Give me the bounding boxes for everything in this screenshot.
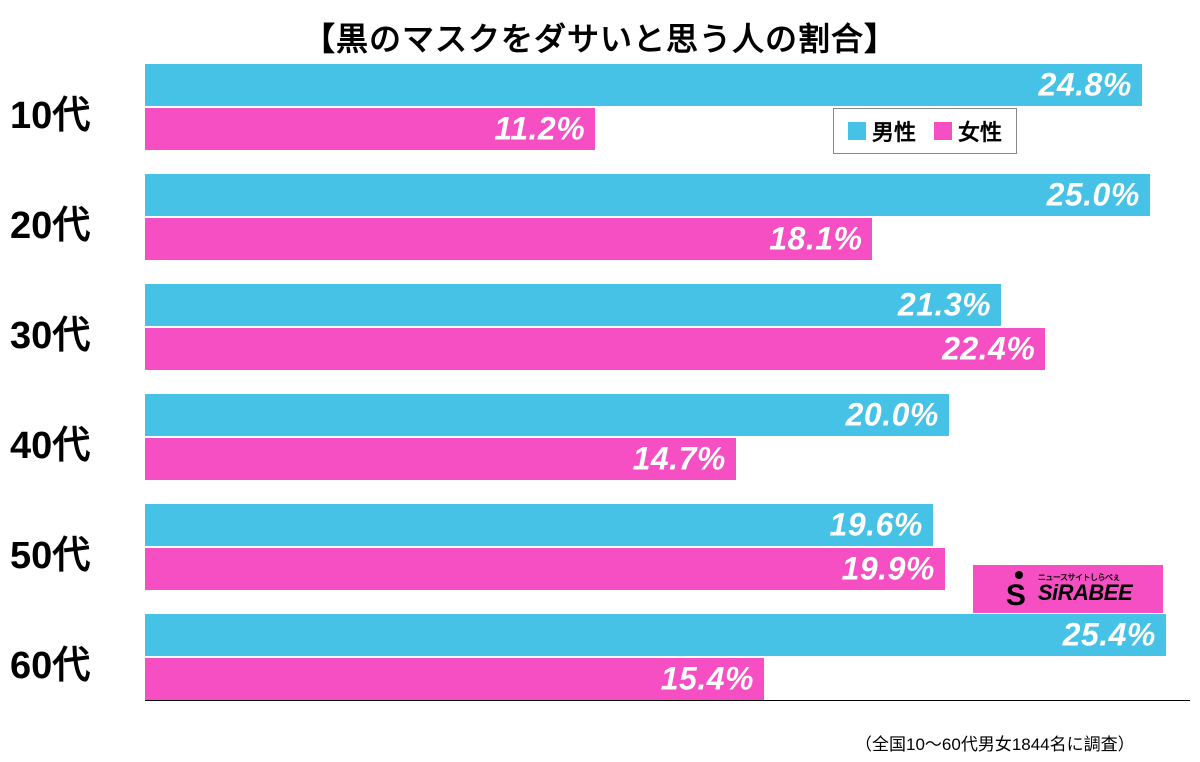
bar-value-female: 11.2% bbox=[494, 111, 585, 148]
bar-female: 22.4% bbox=[145, 328, 1045, 370]
bar-male: 20.0% bbox=[145, 394, 949, 436]
bar-value-male: 24.8% bbox=[1039, 67, 1132, 104]
logo-maintext: SiRABEE bbox=[1038, 582, 1132, 604]
legend-swatch-male bbox=[848, 122, 866, 140]
bar-male: 25.4% bbox=[145, 614, 1166, 656]
bar-value-male: 25.4% bbox=[1063, 617, 1156, 654]
chart-title: 【黒のマスクをダサいと思う人の割合】 bbox=[0, 0, 1200, 68]
bar-female: 11.2% bbox=[145, 108, 595, 150]
category-label: 10代 bbox=[10, 84, 90, 139]
bar-male: 24.8% bbox=[145, 64, 1142, 106]
category-label: 40代 bbox=[10, 414, 90, 469]
legend-label-male: 男性 bbox=[872, 115, 916, 147]
legend-swatch-female bbox=[934, 122, 952, 140]
bar-value-male: 20.0% bbox=[846, 397, 939, 434]
bar-female: 19.9% bbox=[145, 548, 945, 590]
category-label: 30代 bbox=[10, 304, 90, 359]
footnote: （全国10〜60代男女1844名に調査） bbox=[855, 730, 1135, 755]
bar-male: 21.3% bbox=[145, 284, 1001, 326]
bar-female: 18.1% bbox=[145, 218, 872, 260]
bar-value-female: 22.4% bbox=[942, 331, 1035, 368]
bar-female: 14.7% bbox=[145, 438, 736, 480]
category-label: 50代 bbox=[10, 524, 90, 579]
chart-area: 10代24.8%11.2%20代25.0%18.1%30代21.3%22.4%4… bbox=[145, 60, 1190, 730]
bar-value-female: 18.1% bbox=[769, 221, 862, 258]
bar-value-male: 19.6% bbox=[830, 507, 923, 544]
category-label: 20代 bbox=[10, 194, 90, 249]
bar-male: 19.6% bbox=[145, 504, 933, 546]
sirabee-logo: S ニュースサイトしらべぇ SiRABEE bbox=[973, 565, 1163, 613]
baseline-axis bbox=[145, 700, 1190, 701]
category-label: 60代 bbox=[10, 634, 90, 689]
logo-text: ニュースサイトしらべぇ SiRABEE bbox=[1038, 574, 1132, 604]
legend-item-male: 男性 bbox=[848, 115, 916, 147]
bar-male: 25.0% bbox=[145, 174, 1150, 216]
logo-mark-icon: S bbox=[1004, 571, 1034, 607]
legend: 男性 女性 bbox=[833, 108, 1017, 154]
bar-value-female: 14.7% bbox=[633, 441, 726, 478]
bar-value-female: 19.9% bbox=[842, 551, 935, 588]
bar-value-male: 25.0% bbox=[1047, 177, 1140, 214]
legend-item-female: 女性 bbox=[934, 115, 1002, 147]
bar-value-male: 21.3% bbox=[898, 287, 991, 324]
bar-female: 15.4% bbox=[145, 658, 764, 700]
bar-value-female: 15.4% bbox=[661, 661, 754, 698]
legend-label-female: 女性 bbox=[958, 115, 1002, 147]
